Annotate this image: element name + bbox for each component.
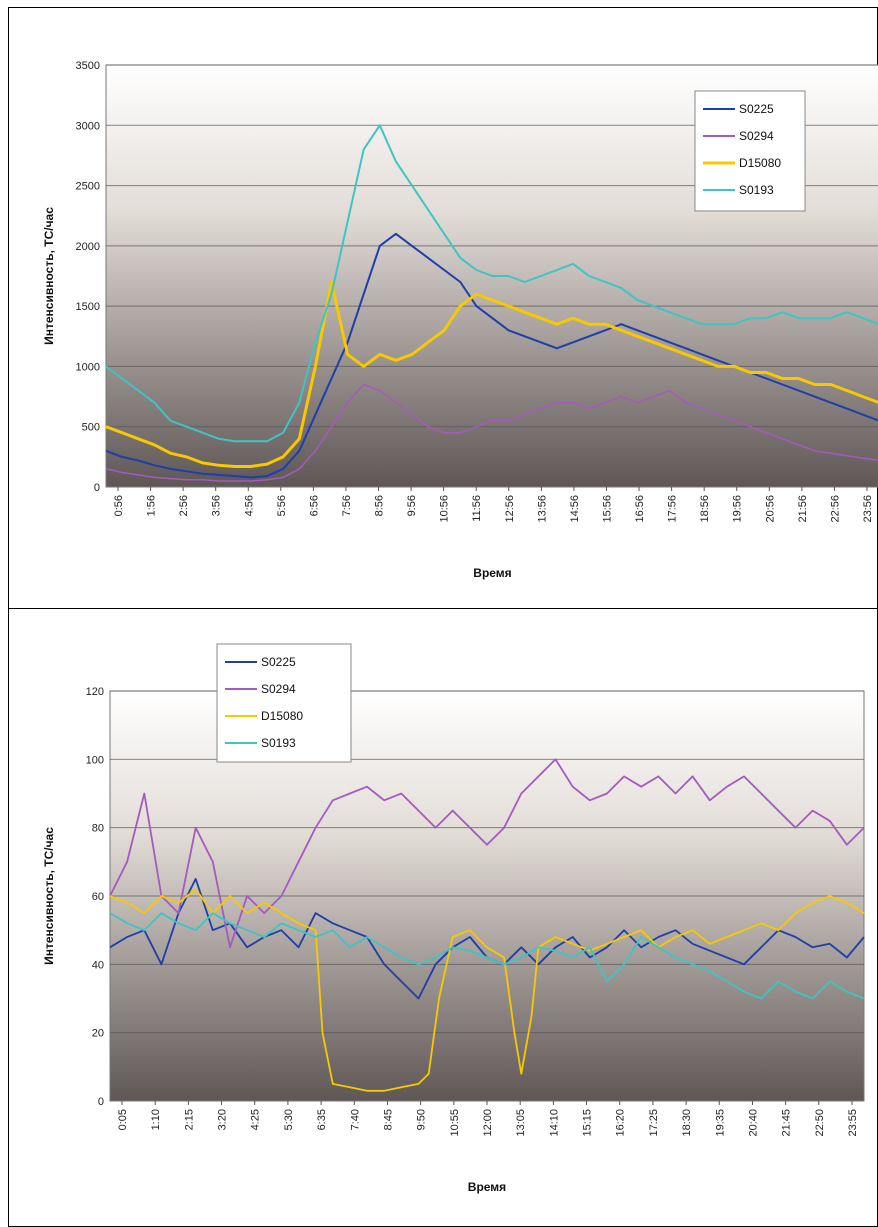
x-tick-label: 16:20 (615, 1109, 627, 1137)
x-tick-label: 1:10 (150, 1109, 162, 1130)
x-tick-label: 23:56 (862, 495, 874, 523)
series-line-d15080 (109, 888, 865, 1092)
chart-1-svg: 0 500 1000 1500 2000 2500 3000 3500 0:56 1:56 2:56… (42, 60, 878, 580)
y-axis-title: Интенсивность, ТС/час (42, 827, 56, 965)
x-tick-label: 6:35 (316, 1109, 328, 1130)
x-axis-title: Время (473, 566, 511, 580)
x-tick-label: 15:56 (601, 495, 613, 523)
x-tick-label: 5:56 (276, 495, 288, 516)
legend-label: S0225 (261, 655, 296, 669)
x-tick-label: 16:56 (634, 495, 646, 523)
x-tick-label: 2:15 (183, 1109, 195, 1130)
y-tick-label: 60 (92, 891, 104, 903)
series-line-d15080 (105, 280, 878, 468)
x-tick-label: 14:10 (548, 1109, 560, 1137)
x-tick-label: 10:55 (449, 1109, 461, 1137)
x-tick-label: 19:35 (714, 1109, 726, 1137)
y-tick-label: 3000 (76, 120, 100, 132)
x-tick-label: 12:00 (482, 1109, 494, 1137)
legend-label: S0193 (739, 183, 774, 197)
y-tick-label: 3500 (76, 60, 100, 72)
series-line-s0193 (105, 124, 878, 443)
x-tick-label: 22:50 (814, 1109, 826, 1137)
x-tick-label: 7:40 (349, 1109, 361, 1130)
x-tick-label: 20:40 (747, 1109, 759, 1137)
x-tick-label: 10:56 (439, 495, 451, 523)
y-tick-label: 0 (98, 1096, 104, 1108)
y-tick-label: 2500 (76, 181, 100, 193)
x-tick-label: 2:56 (178, 495, 190, 516)
y-tick-label: 120 (86, 686, 104, 698)
x-tick-label: 1:56 (146, 495, 158, 516)
x-tick-label: 8:56 (374, 495, 386, 516)
legend-label: D15080 (261, 709, 303, 723)
y-tick-label: 0 (94, 482, 100, 494)
y-tick-label: 1500 (76, 301, 100, 313)
legend-label: S0225 (739, 102, 774, 116)
legend-label: S0294 (261, 682, 296, 696)
series-line-s0294 (105, 383, 878, 482)
x-tick-label: 13:05 (515, 1109, 527, 1137)
chart-panel-1: 0 500 1000 1500 2000 2500 3000 3500 0:56 1:56 2:56… (8, 7, 878, 609)
y-axis-title: Интенсивность, ТС/час (42, 207, 56, 345)
x-tick-label: 13:56 (536, 495, 548, 523)
x-tick-label: 18:30 (681, 1109, 693, 1137)
y-tick-label: 1000 (76, 361, 100, 373)
x-tick-label: 6:56 (308, 495, 320, 516)
y-tick-label: 500 (82, 422, 100, 434)
x-tick-label: 4:25 (250, 1109, 262, 1130)
y-tick-label: 80 (92, 823, 104, 835)
x-tick-label: 9:50 (416, 1109, 428, 1130)
x-tick-label: 11:56 (471, 495, 483, 522)
x-tick-label: 20:56 (764, 495, 776, 523)
chart-2-svg: 0 20 40 60 80 100 120 0:05 1:10 2:15 3:20 4:25 5:30 6… (42, 643, 865, 1194)
x-tick-label: 17:25 (648, 1109, 660, 1137)
y-tick-label: 100 (86, 754, 104, 766)
x-tick-label: 0:05 (117, 1109, 129, 1130)
x-tick-label: 8:45 (382, 1109, 394, 1130)
series-line-s0294 (109, 758, 865, 949)
x-tick-label: 9:56 (406, 495, 418, 516)
x-tick-label: 22:56 (829, 495, 841, 523)
y-tick-label: 2000 (76, 241, 100, 253)
x-tick-label: 5:30 (283, 1109, 295, 1130)
x-tick-label: 4:56 (243, 495, 255, 516)
x-tick-label: 23:55 (847, 1109, 859, 1137)
chart-panel-2: 0 20 40 60 80 100 120 0:05 1:10 2:15 3:20 4:25 5:30 6… (8, 609, 878, 1227)
x-tick-label: 14:56 (569, 495, 581, 523)
legend-label: D15080 (739, 156, 781, 170)
x-tick-label: 21:56 (797, 495, 809, 523)
x-tick-label: 7:56 (341, 495, 353, 516)
x-tick-label: 17:56 (667, 495, 679, 523)
x-tick-label: 3:56 (211, 495, 223, 516)
y-tick-label: 20 (92, 1028, 104, 1040)
y-tick-label: 40 (92, 959, 104, 971)
x-tick-label: 21:45 (781, 1109, 793, 1137)
legend-label: S0294 (739, 129, 774, 143)
x-tick-label: 3:20 (217, 1109, 229, 1130)
x-axis-title: Время (468, 1180, 506, 1194)
legend-label: S0193 (261, 736, 296, 750)
x-tick-label: 19:56 (732, 495, 744, 523)
x-tick-label: 15:15 (582, 1109, 594, 1137)
series-line-s0193 (109, 912, 865, 1000)
x-tick-label: 18:56 (699, 495, 711, 523)
x-tick-label: 12:56 (504, 495, 516, 523)
x-tick-label: 0:56 (113, 495, 125, 516)
